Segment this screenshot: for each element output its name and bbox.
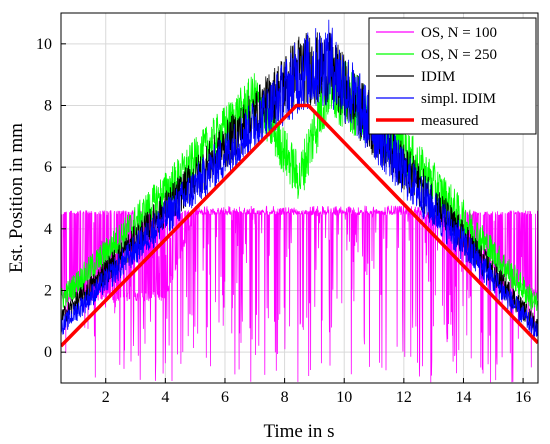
y-tick-label: 4	[44, 221, 52, 238]
legend: OS, N = 100 OS, N = 250 IDIM simpl. IDIM mea…	[368, 17, 537, 135]
tick-labels: 2 4 6 8 10 12 14 16 0 2 4 6 8 10	[36, 36, 531, 406]
y-tick-label: 8	[44, 98, 52, 115]
x-tick-label: 4	[161, 389, 169, 406]
ticks	[61, 43, 524, 383]
legend-entry: measured	[421, 113, 479, 129]
series-layer	[61, 19, 538, 383]
series-measured-line	[61, 103, 538, 348]
x-tick-label: 10	[336, 389, 352, 406]
y-tick-label: 10	[36, 36, 52, 53]
x-tick-label: 6	[221, 389, 229, 406]
y-axis-label: Est. Position in mm	[6, 123, 27, 273]
legend-entry: IDIM	[421, 69, 455, 85]
x-tick-label: 2	[102, 389, 110, 406]
legend-entry: simpl. IDIM	[421, 91, 496, 107]
plot-frame	[60, 12, 539, 384]
legend-entry: OS, N = 100	[421, 25, 497, 41]
legend-entry: OS, N = 250	[421, 47, 497, 63]
x-axis-label: Time in s	[263, 421, 334, 442]
x-tick-label: 14	[455, 389, 471, 406]
y-tick-label: 0	[44, 344, 52, 361]
x-tick-label: 8	[281, 389, 289, 406]
y-tick-label: 6	[44, 159, 52, 176]
series-simpl-idim-line	[61, 19, 538, 340]
x-tick-label: 16	[515, 389, 531, 406]
y-tick-label: 2	[44, 283, 52, 300]
x-tick-label: 12	[396, 389, 412, 406]
